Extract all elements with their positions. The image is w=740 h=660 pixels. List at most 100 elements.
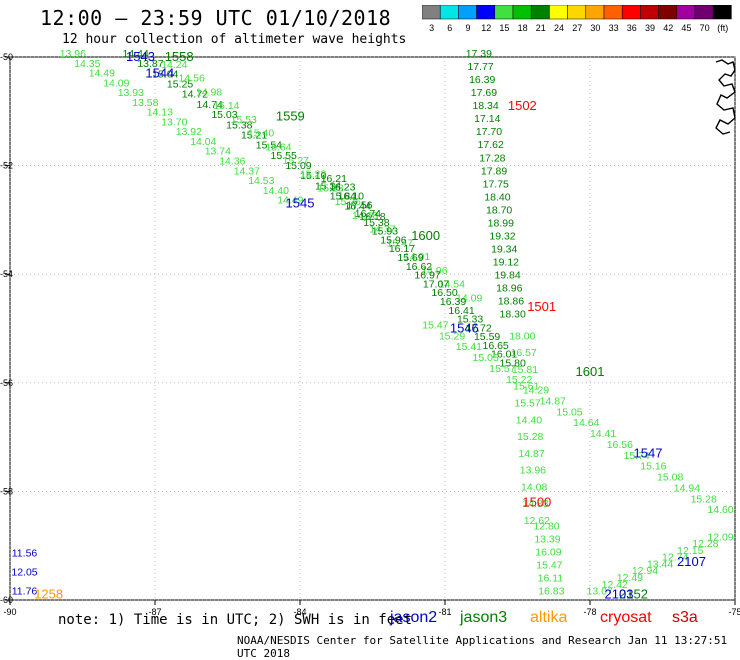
wave-height-value: 15.13 <box>317 182 343 194</box>
pass-label: 1544 <box>145 65 174 80</box>
wave-height-value: 18.96 <box>496 283 522 295</box>
wave-height-value: 16.74 <box>355 208 381 220</box>
wave-height-value: 15.47 <box>387 237 413 249</box>
wave-height-value: 15.53 <box>231 114 257 126</box>
wave-height-value: 16.57 <box>511 347 537 359</box>
wave-height-value: 12.49 <box>617 572 643 584</box>
wave-height-value: 17.75 <box>483 178 509 190</box>
wave-height-value: 15.47 <box>422 320 448 332</box>
y-tick-label: -52 <box>0 161 13 171</box>
colorbar-label: 3 <box>429 23 434 33</box>
colorbar-label: 45 <box>681 23 691 33</box>
wave-height-value: 12.05 <box>11 567 37 579</box>
wave-height-value: 14.56 <box>179 73 205 85</box>
wave-height-value: 15.55 <box>271 150 297 162</box>
wave-height-value: 14.98 <box>196 86 222 98</box>
wave-height-value: 14.40 <box>516 414 542 426</box>
colorbar-label: 9 <box>465 23 470 33</box>
legend-s3a: s3a <box>672 609 698 626</box>
wave-height-value: 15.38 <box>226 119 252 131</box>
wave-height-value: 15.61 <box>513 381 539 393</box>
wave-height-value: 15.40 <box>248 128 274 140</box>
footer-note: note: 1) Time is in UTC; 2) SWH is in fe… <box>58 612 413 628</box>
pass-label: 1601 <box>576 364 605 379</box>
wave-height-value: 16.65 <box>482 340 508 352</box>
wave-height-value: 16.18 <box>359 211 385 223</box>
wave-height-value: 17.39 <box>466 48 492 60</box>
wave-height-value: 11.56 <box>12 548 38 560</box>
legend-cryosat: cryosat <box>600 609 652 626</box>
wave-height-value: 14.53 <box>248 175 274 187</box>
wave-height-value: 15.29 <box>439 330 465 342</box>
wave-height-value: 16.01 <box>491 349 517 361</box>
chart-subtitle: 12 hour collection of altimeter wave hei… <box>62 32 407 47</box>
y-tick-label: -50 <box>0 52 13 62</box>
wave-height-value: 17.72 <box>465 322 491 334</box>
wave-height-value: 14.41 <box>590 428 616 440</box>
wave-height-value: 17.70 <box>476 126 502 138</box>
pass-label: 1559 <box>276 109 305 124</box>
wave-height-value: 13.70 <box>161 116 187 128</box>
wave-height-value: 18.70 <box>486 204 512 216</box>
wave-height-value: 13.39 <box>534 533 560 545</box>
wave-height-value: 13.87 <box>137 58 163 70</box>
wave-height-value: 15.69 <box>397 252 423 264</box>
wave-height-value: 14.72 <box>182 89 208 101</box>
wave-height-value: 15.54 <box>256 140 282 152</box>
wave-height-value: 15.08 <box>657 472 683 484</box>
wave-height-value: 17.28 <box>479 152 505 164</box>
colorbar-label: 27 <box>572 23 582 33</box>
wave-height-value: 17.14 <box>474 113 500 125</box>
wave-height-value: 15.28 <box>691 493 717 505</box>
wave-height-value: 15.23 <box>300 169 326 181</box>
wave-height-value: 15.03 <box>211 109 237 121</box>
wave-height-value: 18.86 <box>498 296 524 308</box>
wave-height-value: 14.36 <box>219 156 245 168</box>
wave-height-value: 14.74 <box>197 99 223 111</box>
colorbar-label: 18 <box>518 23 528 33</box>
colorbar-label: 39 <box>645 23 655 33</box>
wave-height-value: 16.83 <box>538 586 564 598</box>
wave-height-value: 16.10 <box>338 190 364 202</box>
wave-height-value: 18.99 <box>488 217 514 229</box>
wave-height-value: 19.34 <box>491 243 517 255</box>
wave-height-value: 15.93 <box>372 226 398 238</box>
x-tick-label: -75 <box>728 607 740 617</box>
pass-label: 1258 <box>34 587 63 602</box>
pass-label: 2152 <box>619 587 648 602</box>
pass-label: 1501 <box>527 299 556 314</box>
wave-height-value: 13.58 <box>132 97 158 109</box>
wave-height-value: 17.56 <box>346 199 372 211</box>
wave-height-value: 12.09 <box>707 531 733 543</box>
wave-height-value: 14.49 <box>89 68 115 80</box>
wave-height-value: 15.81 <box>512 364 538 376</box>
wave-height-value: 16.62 <box>406 261 432 273</box>
x-tick-label: -90 <box>3 607 16 617</box>
x-tick-label: -78 <box>583 607 596 617</box>
wave-height-value: 14.87 <box>540 396 566 408</box>
wave-height-value: 15.05 <box>473 352 499 364</box>
wave-height-value: 14.40 <box>263 185 289 197</box>
wave-height-value: 16.23 <box>329 182 355 194</box>
colorbar-label: 70 <box>700 23 710 33</box>
credit-line: NOAA/NESDIS Center for Satellite Applica… <box>237 634 728 660</box>
wave-height-value: 14.35 <box>74 58 100 70</box>
colorbar-label: 6 <box>447 23 452 33</box>
colorbar-label: 24 <box>554 23 564 33</box>
wave-height-value: 13.07 <box>587 586 613 598</box>
pass-label: 1547 <box>634 445 663 460</box>
pass-label: 1600 <box>411 228 440 243</box>
wave-height-value: 14.96 <box>421 265 447 277</box>
pass-label: 2107 <box>677 554 706 569</box>
wave-height-value: 16.39 <box>440 296 466 308</box>
wave-height-value: 14.49 <box>277 195 303 207</box>
x-tick-label: -81 <box>438 607 451 617</box>
wave-height-value: 14.94 <box>674 482 700 494</box>
wave-height-value: 14.60 <box>707 504 733 516</box>
wave-height-value: 16.21 <box>321 173 347 185</box>
wave-height-value: 17.69 <box>471 87 497 99</box>
wave-height-value: 14.87 <box>518 448 544 460</box>
pass-label: 1543 <box>126 49 155 64</box>
wave-height-value: 14.37 <box>234 165 260 177</box>
wave-height-value: 14.64 <box>573 417 599 429</box>
